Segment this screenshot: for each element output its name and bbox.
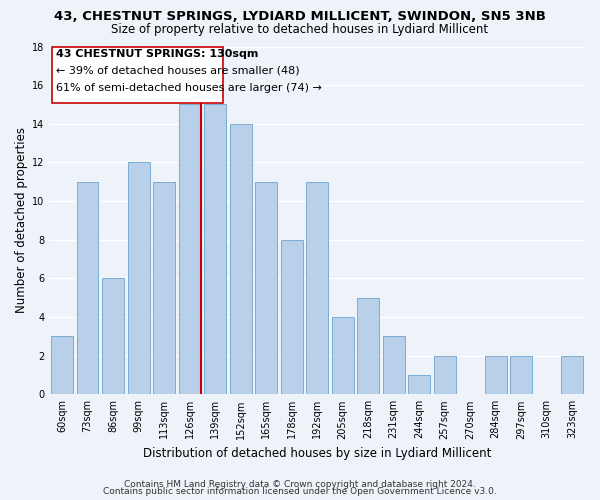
Bar [434, 356, 455, 395]
Text: Contains public sector information licensed under the Open Government Licence v3: Contains public sector information licen… [103, 488, 497, 496]
Bar [103, 278, 124, 394]
Text: 61% of semi-detached houses are larger (74) →: 61% of semi-detached houses are larger (… [56, 83, 322, 93]
Bar [307, 182, 328, 394]
Bar [179, 104, 200, 395]
Bar [77, 182, 98, 394]
Bar [52, 336, 73, 394]
Bar [383, 336, 404, 394]
X-axis label: Distribution of detached houses by size in Lydiard Millicent: Distribution of detached houses by size … [143, 447, 491, 460]
Bar [511, 356, 532, 395]
Bar [562, 356, 583, 395]
Text: 43, CHESTNUT SPRINGS, LYDIARD MILLICENT, SWINDON, SN5 3NB: 43, CHESTNUT SPRINGS, LYDIARD MILLICENT,… [54, 10, 546, 23]
Text: Contains HM Land Registry data © Crown copyright and database right 2024.: Contains HM Land Registry data © Crown c… [124, 480, 476, 489]
FancyBboxPatch shape [52, 46, 223, 102]
Bar [205, 104, 226, 395]
Bar [154, 182, 175, 394]
Bar [409, 375, 430, 394]
Bar [256, 182, 277, 394]
Bar [332, 317, 353, 394]
Bar [230, 124, 251, 394]
Text: Size of property relative to detached houses in Lydiard Millicent: Size of property relative to detached ho… [112, 22, 488, 36]
Bar [485, 356, 506, 395]
Y-axis label: Number of detached properties: Number of detached properties [15, 128, 28, 314]
Text: 43 CHESTNUT SPRINGS: 130sqm: 43 CHESTNUT SPRINGS: 130sqm [56, 50, 258, 59]
Bar [358, 298, 379, 394]
Text: ← 39% of detached houses are smaller (48): ← 39% of detached houses are smaller (48… [56, 66, 299, 76]
Bar [128, 162, 149, 394]
Bar [281, 240, 302, 394]
